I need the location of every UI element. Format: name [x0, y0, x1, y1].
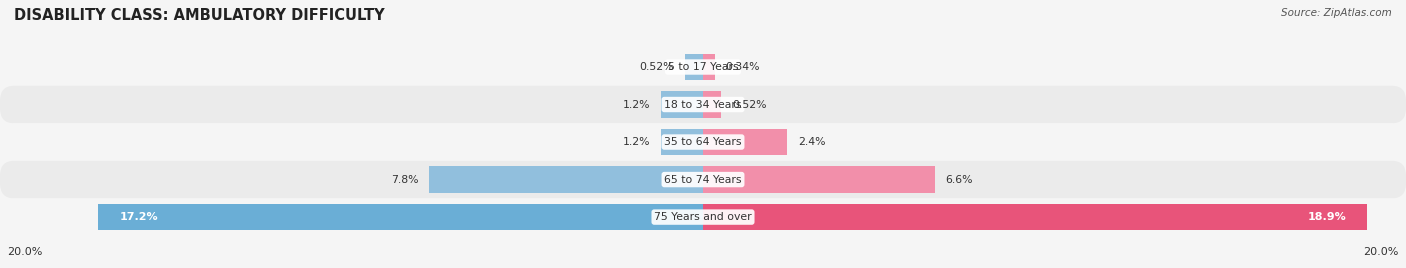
- Text: 2.4%: 2.4%: [799, 137, 825, 147]
- Bar: [661, 129, 703, 155]
- Text: 0.34%: 0.34%: [725, 62, 761, 72]
- Text: 1.2%: 1.2%: [623, 99, 650, 110]
- Text: Source: ZipAtlas.com: Source: ZipAtlas.com: [1281, 8, 1392, 18]
- FancyBboxPatch shape: [0, 161, 1406, 198]
- Text: 5 to 17 Years: 5 to 17 Years: [668, 62, 738, 72]
- Text: 20.0%: 20.0%: [1364, 247, 1399, 257]
- Text: 7.8%: 7.8%: [391, 174, 419, 185]
- Bar: [429, 166, 703, 193]
- Bar: [703, 129, 787, 155]
- Text: 0.52%: 0.52%: [731, 99, 766, 110]
- Text: 35 to 64 Years: 35 to 64 Years: [664, 137, 742, 147]
- Text: 18.9%: 18.9%: [1308, 212, 1347, 222]
- Bar: [703, 91, 721, 118]
- Text: 17.2%: 17.2%: [120, 212, 157, 222]
- Text: DISABILITY CLASS: AMBULATORY DIFFICULTY: DISABILITY CLASS: AMBULATORY DIFFICULTY: [14, 8, 385, 23]
- FancyBboxPatch shape: [0, 123, 1406, 161]
- Text: 6.6%: 6.6%: [945, 174, 973, 185]
- Bar: [703, 54, 716, 80]
- Text: 1.2%: 1.2%: [623, 137, 650, 147]
- Text: 75 Years and over: 75 Years and over: [654, 212, 752, 222]
- FancyBboxPatch shape: [0, 48, 1406, 86]
- Text: 18 to 34 Years: 18 to 34 Years: [664, 99, 742, 110]
- Bar: [703, 166, 935, 193]
- Bar: [703, 204, 1367, 230]
- FancyBboxPatch shape: [0, 86, 1406, 123]
- Bar: [98, 204, 703, 230]
- Text: 20.0%: 20.0%: [7, 247, 42, 257]
- Text: 65 to 74 Years: 65 to 74 Years: [664, 174, 742, 185]
- Bar: [685, 54, 703, 80]
- Text: 0.52%: 0.52%: [640, 62, 675, 72]
- Bar: [661, 91, 703, 118]
- FancyBboxPatch shape: [0, 198, 1406, 236]
